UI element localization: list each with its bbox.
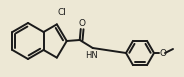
Text: Cl: Cl: [57, 8, 66, 17]
Text: O: O: [160, 49, 167, 58]
Text: O: O: [78, 19, 85, 28]
Text: HN: HN: [85, 51, 98, 60]
